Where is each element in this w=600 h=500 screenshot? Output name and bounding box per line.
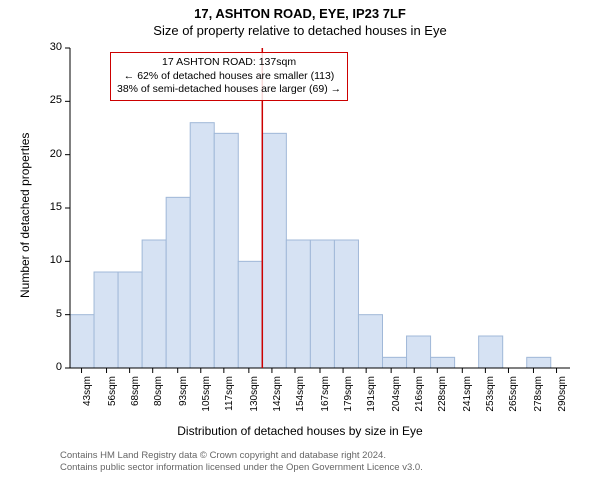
x-tick-label: 80sqm — [153, 376, 164, 426]
attribution-line2: Contains public sector information licen… — [60, 462, 423, 474]
y-tick-label: 20 — [0, 148, 62, 160]
x-tick-label: 142sqm — [272, 376, 283, 426]
x-tick-label: 241sqm — [462, 376, 473, 426]
annotation-box: 17 ASHTON ROAD: 137sqm ← 62% of detached… — [110, 52, 348, 101]
attribution-line1: Contains HM Land Registry data © Crown c… — [60, 450, 423, 462]
annotation-line3: 38% of semi-detached houses are larger (… — [117, 83, 341, 97]
y-tick-label: 0 — [0, 361, 62, 373]
x-tick-label: 204sqm — [391, 376, 402, 426]
x-tick-label: 130sqm — [249, 376, 260, 426]
x-tick-label: 265sqm — [508, 376, 519, 426]
x-tick-label: 68sqm — [130, 376, 141, 426]
x-tick-label: 56sqm — [107, 376, 118, 426]
x-axis-label: Distribution of detached houses by size … — [0, 424, 600, 438]
x-tick-label: 167sqm — [320, 376, 331, 426]
x-tick-label: 290sqm — [557, 376, 568, 426]
annotation-line2: ← 62% of detached houses are smaller (11… — [117, 70, 341, 84]
y-tick-label: 25 — [0, 94, 62, 106]
x-tick-label: 179sqm — [343, 376, 354, 426]
x-tick-label: 43sqm — [82, 376, 93, 426]
y-tick-label: 5 — [0, 308, 62, 320]
y-tick-label: 30 — [0, 41, 62, 53]
x-tick-label: 93sqm — [178, 376, 189, 426]
chart-container: 17, ASHTON ROAD, EYE, IP23 7LF Size of p… — [0, 0, 600, 500]
x-tick-label: 117sqm — [224, 376, 235, 426]
x-tick-label: 191sqm — [366, 376, 377, 426]
y-tick-label: 15 — [0, 201, 62, 213]
annotation-line1: 17 ASHTON ROAD: 137sqm — [117, 56, 341, 70]
y-tick-label: 10 — [0, 254, 62, 266]
x-tick-label: 154sqm — [295, 376, 306, 426]
x-tick-label: 253sqm — [485, 376, 496, 426]
attribution-text: Contains HM Land Registry data © Crown c… — [60, 450, 423, 475]
x-tick-label: 228sqm — [437, 376, 448, 426]
x-tick-label: 105sqm — [201, 376, 212, 426]
x-tick-label: 216sqm — [414, 376, 425, 426]
x-tick-label: 278sqm — [533, 376, 544, 426]
